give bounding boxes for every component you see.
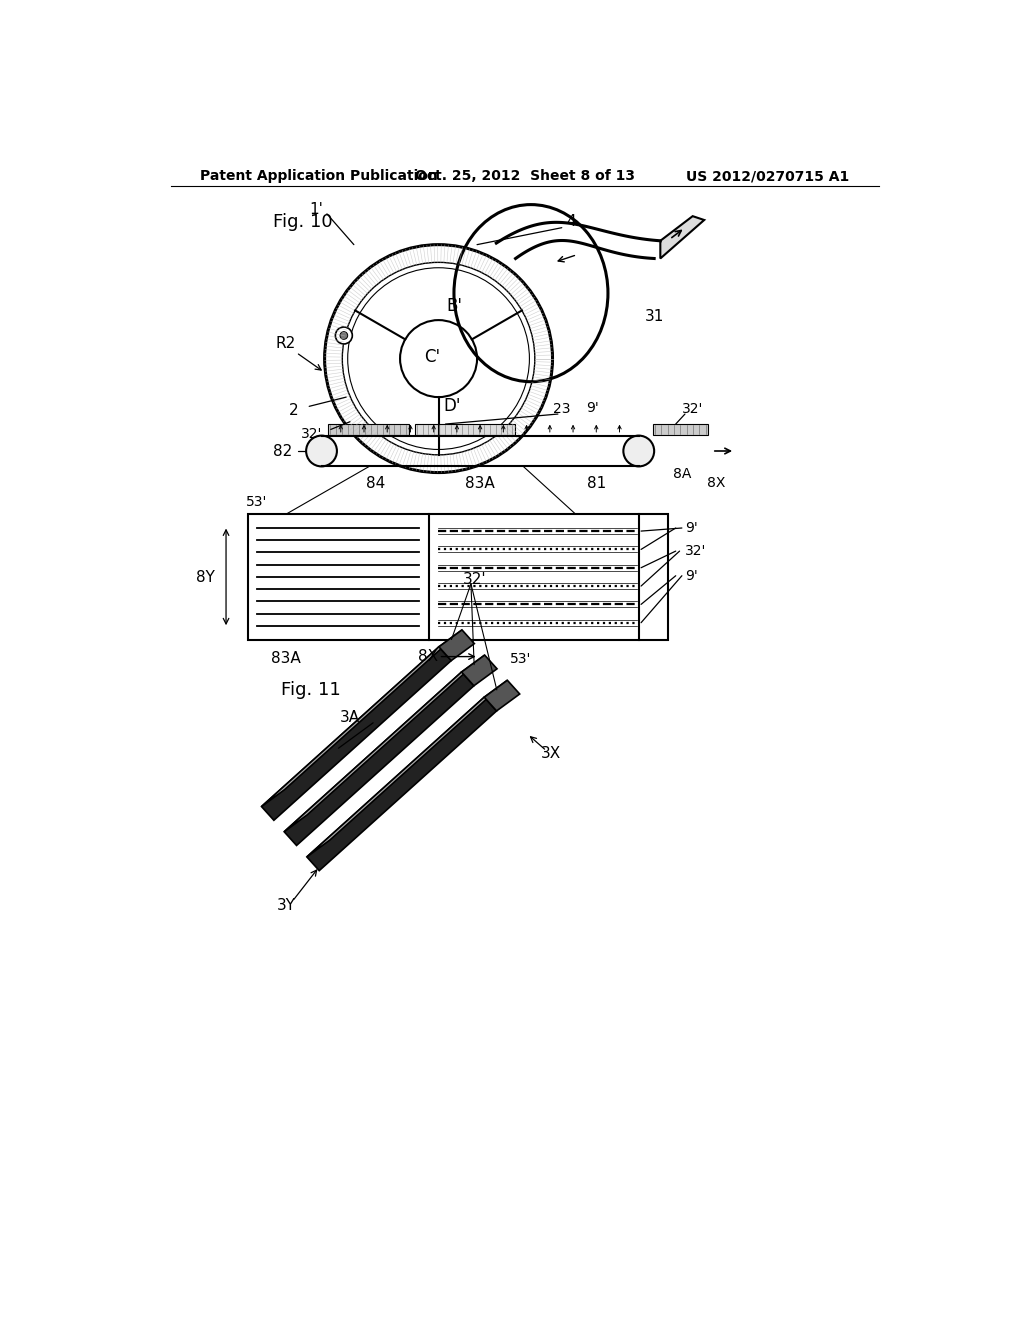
- Polygon shape: [261, 647, 452, 820]
- Text: Patent Application Publication: Patent Application Publication: [200, 169, 437, 183]
- Ellipse shape: [306, 436, 337, 466]
- Text: 3A: 3A: [340, 710, 360, 725]
- Polygon shape: [462, 655, 497, 686]
- Polygon shape: [261, 630, 462, 807]
- Text: B': B': [446, 297, 462, 315]
- Text: Fig. 11: Fig. 11: [281, 681, 340, 698]
- Text: 1': 1': [309, 202, 323, 218]
- Text: 8Y: 8Y: [197, 570, 215, 585]
- Text: 8A: 8A: [673, 467, 691, 480]
- Circle shape: [340, 331, 348, 339]
- Text: US 2012/0270715 A1: US 2012/0270715 A1: [686, 169, 850, 183]
- Text: 2: 2: [289, 404, 299, 418]
- Polygon shape: [307, 680, 507, 857]
- Text: 83A: 83A: [465, 475, 495, 491]
- Ellipse shape: [624, 436, 654, 466]
- Text: 8X: 8X: [707, 477, 725, 490]
- Circle shape: [336, 327, 352, 345]
- Text: 31: 31: [644, 309, 664, 323]
- Circle shape: [400, 321, 477, 397]
- Text: 32': 32': [301, 428, 323, 441]
- Polygon shape: [439, 630, 474, 660]
- Polygon shape: [307, 697, 497, 871]
- Polygon shape: [285, 672, 474, 846]
- Text: 9': 9': [685, 569, 697, 582]
- Bar: [415, 424, 515, 434]
- Text: C': C': [424, 348, 440, 366]
- Polygon shape: [285, 655, 484, 832]
- Text: Fig. 10: Fig. 10: [273, 213, 333, 231]
- Text: 9': 9': [685, 521, 697, 535]
- Polygon shape: [660, 216, 705, 259]
- Text: 32': 32': [685, 544, 707, 558]
- Text: 23: 23: [553, 401, 570, 416]
- Text: 53': 53': [510, 652, 531, 665]
- Bar: [248, 515, 668, 640]
- Text: 84: 84: [366, 475, 385, 491]
- Text: 3X: 3X: [541, 746, 560, 760]
- Text: 9': 9': [586, 401, 599, 414]
- Polygon shape: [484, 680, 520, 711]
- Bar: [652, 424, 708, 434]
- Text: R2: R2: [276, 335, 296, 351]
- Text: 53': 53': [246, 495, 267, 508]
- Text: Oct. 25, 2012  Sheet 8 of 13: Oct. 25, 2012 Sheet 8 of 13: [415, 169, 635, 183]
- Text: 82: 82: [273, 444, 293, 458]
- Text: 3Y: 3Y: [276, 898, 296, 913]
- Text: 83A: 83A: [271, 651, 301, 667]
- Bar: [328, 424, 409, 434]
- Text: D': D': [443, 397, 461, 416]
- Text: 8X: 8X: [419, 649, 438, 664]
- Text: 81: 81: [587, 475, 606, 491]
- Text: 4: 4: [566, 214, 575, 230]
- Text: 32': 32': [463, 573, 486, 587]
- Text: 32': 32': [682, 401, 703, 416]
